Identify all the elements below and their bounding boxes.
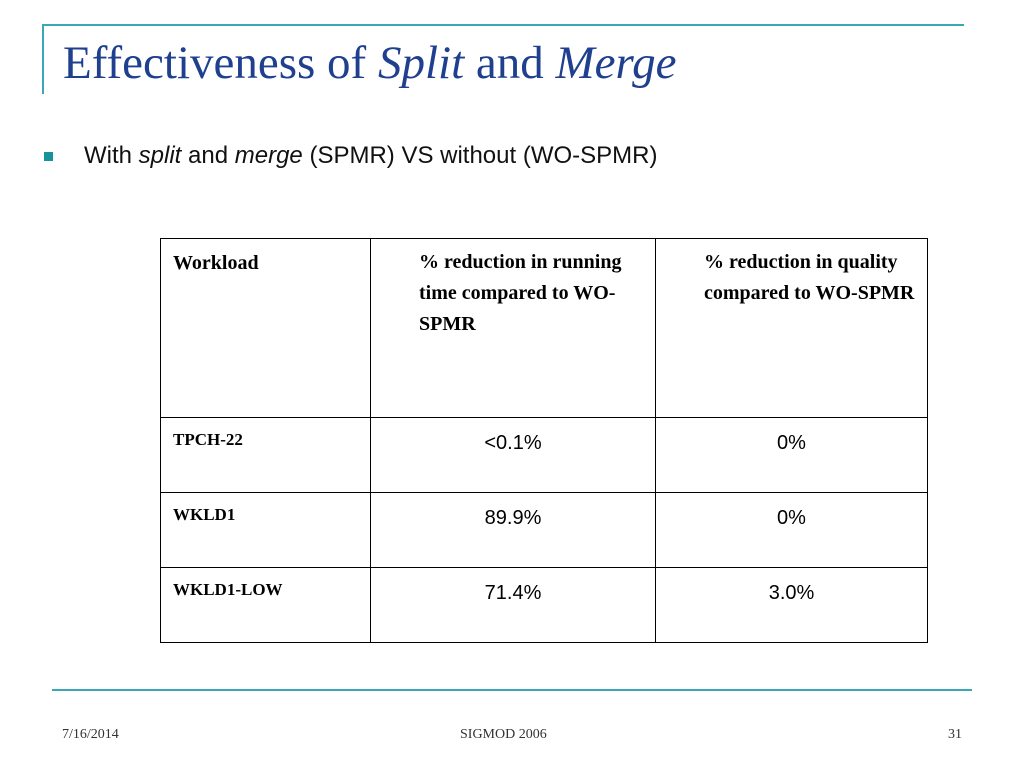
bottom-rule <box>52 689 972 691</box>
time-reduction-cell: 89.9% <box>370 492 656 568</box>
workload-cell: WKLD1 <box>160 492 371 568</box>
title-prefix: Effectiveness of <box>63 37 378 89</box>
quality-reduction-cell: 0% <box>655 492 928 568</box>
table-header-row: Workload % reduction in running time com… <box>160 238 928 418</box>
footer-conference: SIGMOD 2006 <box>460 727 547 742</box>
results-table: Workload % reduction in running time com… <box>160 238 928 643</box>
table-row: WKLD1 89.9% 0% <box>160 492 928 568</box>
table-row: TPCH-22 <0.1% 0% <box>160 417 928 493</box>
workload-cell: WKLD1-LOW <box>160 567 371 643</box>
quality-reduction-cell: 3.0% <box>655 567 928 643</box>
bullet-and: and <box>181 142 235 169</box>
bullet-split: split <box>138 142 182 169</box>
header-quality: % reduction in quality compared to WO-SP… <box>655 238 928 418</box>
bullet-suffix: (SPMR) VS without (WO-SPMR) <box>302 142 658 169</box>
time-reduction-cell: <0.1% <box>370 417 656 493</box>
page-number: 31 <box>948 727 962 742</box>
bullet-text: With split and merge (SPMR) VS without (… <box>84 142 657 170</box>
bullet-prefix: With <box>84 142 139 169</box>
quality-reduction-cell: 0% <box>655 417 928 493</box>
slide-title: Effectiveness of Split and Merge <box>63 37 677 90</box>
bullet-item: With split and merge (SPMR) VS without (… <box>44 138 657 174</box>
table-row: WKLD1-LOW 71.4% 3.0% <box>160 567 928 643</box>
title-and: and <box>464 37 556 89</box>
title-merge: Merge <box>555 37 677 89</box>
square-bullet-icon <box>44 151 53 161</box>
bullet-merge: merge <box>234 142 303 169</box>
footer-date: 7/16/2014 <box>62 727 119 742</box>
header-workload: Workload <box>160 238 371 418</box>
time-reduction-cell: 71.4% <box>370 567 656 643</box>
left-rule <box>42 24 44 94</box>
title-split: Split <box>377 37 465 89</box>
workload-cell: TPCH-22 <box>160 417 371 493</box>
header-running-time: % reduction in running time compared to … <box>370 238 656 418</box>
top-rule <box>44 24 964 26</box>
